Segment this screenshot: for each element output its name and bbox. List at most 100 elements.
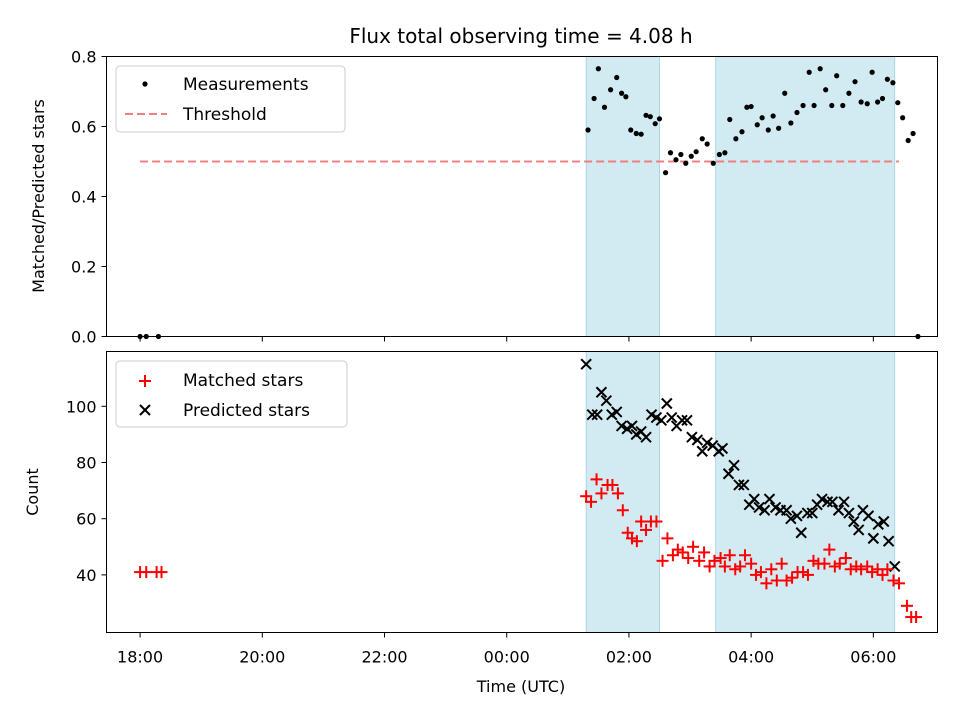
matched-stars-point	[900, 599, 913, 612]
matched-legend-marker	[139, 375, 151, 387]
predicted-stars-point	[867, 532, 880, 545]
matched-stars-point	[780, 574, 793, 587]
count-points	[134, 358, 923, 624]
matched-stars-point	[775, 557, 788, 570]
shaded-interval-1	[585, 56, 660, 337]
measurement-point	[633, 130, 639, 137]
predicted-stars-point	[862, 510, 875, 522]
measurement-point	[733, 136, 739, 142]
matched-stars-point	[708, 554, 721, 567]
top-y-tick-label: 0.8	[71, 48, 96, 67]
measurement-point	[776, 125, 782, 131]
measurement-point	[794, 109, 800, 116]
matched-stars-point	[698, 546, 711, 559]
x-tick-label: 02:00	[606, 648, 652, 667]
x-tick-label: 04:00	[728, 648, 774, 667]
matched-stars-point	[661, 532, 674, 545]
predicted-stars-point	[595, 386, 608, 398]
bottom-legend: Matched stars Predicted stars	[115, 360, 348, 428]
measurement-point	[744, 104, 750, 110]
predicted-stars-point	[848, 515, 860, 528]
matched-stars-point	[687, 540, 700, 553]
measurement-point	[879, 95, 886, 102]
top-x-ticks	[139, 336, 874, 342]
predicted-legend-label: Predicted stars	[183, 401, 310, 421]
measurement-point	[716, 151, 722, 158]
matched-stars-point	[786, 571, 799, 584]
matched-stars-point	[640, 523, 653, 536]
matched-stars-point	[682, 552, 695, 565]
predicted-stars-point	[832, 504, 845, 516]
predicted-stars-point	[626, 420, 638, 432]
threshold-legend-label: Threshold	[182, 105, 267, 125]
bottom-y-tick-label: 100	[66, 397, 97, 416]
matched-stars-point	[734, 560, 747, 573]
matched-stars-point	[714, 552, 727, 565]
measurement-point	[683, 160, 689, 166]
shaded-interval-2	[715, 56, 896, 337]
bottom-shaded-intervals	[585, 351, 896, 633]
predicted-stars-point	[785, 512, 797, 525]
top-shaded-intervals	[585, 56, 896, 337]
measurement-point	[678, 151, 684, 158]
predicted-stars-point	[852, 524, 865, 536]
predicted-stars-point	[676, 414, 688, 427]
predicted-stars-point	[691, 434, 704, 446]
x-tick-label: 06:00	[850, 648, 896, 667]
predicted-stars-point	[738, 479, 750, 491]
measurement-point	[910, 130, 916, 137]
bottom-y-axis-label: Count	[23, 468, 42, 516]
predicted-stars-point	[600, 394, 613, 407]
measurement-point	[852, 79, 858, 85]
measurement-point	[667, 150, 674, 156]
measurements-legend-marker	[142, 81, 148, 87]
predicted-stars-point	[611, 406, 623, 418]
measurement-point	[782, 90, 788, 96]
measurement-point	[840, 102, 846, 109]
matched-stars-point	[887, 574, 900, 587]
predicted-legend-marker	[139, 404, 151, 416]
measurement-point	[722, 150, 728, 156]
measurement-point	[754, 122, 760, 128]
measurement-point	[647, 114, 653, 120]
measurement-point	[864, 101, 870, 107]
measurement-point	[638, 131, 644, 137]
top-legend-box	[115, 65, 346, 133]
predicted-stars-point	[696, 445, 708, 457]
matched-stars-point	[590, 473, 603, 486]
measurement-point	[618, 90, 625, 96]
measurement-point	[693, 149, 699, 155]
matched-stars-point	[910, 611, 923, 624]
predicted-stars-point	[728, 459, 740, 472]
matched-stars-point	[823, 543, 836, 556]
matched-stars-point	[833, 557, 846, 570]
measurement-point	[614, 74, 620, 81]
measurement-point	[739, 129, 745, 135]
bottom-y-tick-label: 40	[76, 566, 96, 585]
measurement-point	[765, 127, 771, 133]
measurement-point	[623, 94, 629, 100]
matched-stars-point	[630, 535, 643, 548]
measurement-point	[601, 104, 608, 110]
matched-stars-point	[739, 549, 752, 562]
measurement-point	[628, 127, 634, 133]
bottom-plot-frame	[106, 351, 938, 633]
top-y-tick-label: 0.2	[71, 258, 96, 277]
top-y-tick-label: 0.0	[71, 328, 96, 347]
measurement-point	[875, 99, 881, 105]
measurement-point	[704, 141, 710, 147]
matched-stars-point	[595, 487, 608, 500]
predicted-stars-point	[655, 414, 668, 427]
predicted-stars-point	[826, 496, 839, 508]
x-tick-label: 22:00	[361, 648, 407, 667]
matched-stars-point	[650, 515, 663, 528]
matched-stars-point	[866, 566, 879, 579]
measurement-point	[858, 99, 864, 105]
matched-stars-point	[754, 566, 767, 579]
matched-stars-point	[606, 478, 619, 491]
predicted-stars-point	[615, 420, 628, 432]
top-y-tick-label: 0.4	[71, 188, 96, 207]
matched-stars-point	[801, 568, 814, 581]
measurement-point	[643, 112, 649, 118]
